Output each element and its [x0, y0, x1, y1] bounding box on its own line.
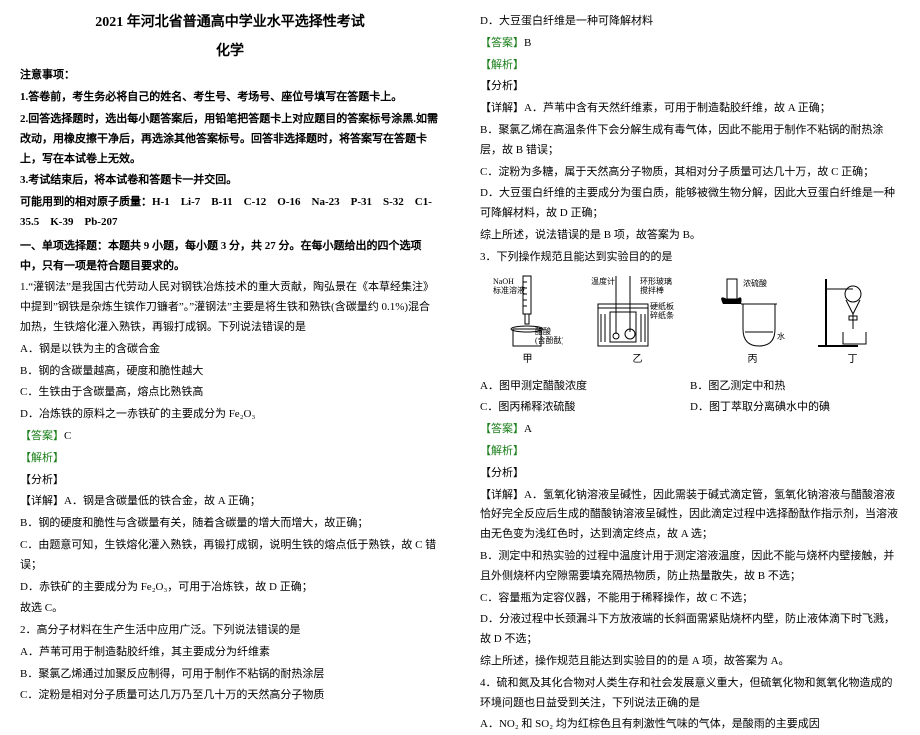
q2-detail: 【详解】A．芦苇中含有天然纤维素，可用于制造黏胶纤维，故 A 正确；	[480, 99, 900, 119]
label-bing: 丙	[748, 351, 758, 369]
q3-stem: 3．下列操作规范且能达到实验目的的是	[480, 248, 900, 268]
q1-dd: D．赤铁矿的主要成分为 Fe₂O₃，可用于冶炼铁，故 D 正确；	[20, 578, 440, 598]
q3-fenxi: 【分析】	[480, 464, 900, 484]
q3-dd: D．分液过程中长颈漏斗下方放液端的长斜面需紧贴烧杯内壁，防止液体滴下时飞溅，故 …	[480, 610, 900, 650]
svg-text:环形玻璃: 环形玻璃	[640, 276, 672, 286]
q2-jiexi: 【解析】	[480, 56, 900, 76]
q3-opt-d: D．图丁萃取分离碘水中的碘	[690, 398, 900, 418]
q3-opt-c: C．图丙稀释浓硫酸	[480, 398, 690, 418]
section-1-header: 一、单项选择题：本题共 9 小题，每小题 3 分，共 27 分。在每小题给出的四…	[20, 237, 440, 277]
q2-opt-b: B．聚氯乙烯通过加聚反应制得，可用于制作不粘锅的耐热涂层	[20, 665, 440, 685]
q1-opt-c: C．生铁由于含碳量高，熔点比熟铁高	[20, 383, 440, 403]
q2-fenxi: 【分析】	[480, 77, 900, 97]
calorimeter-icon: 温度计 环形玻璃 搅拌棒 硬纸板 碎纸条	[588, 274, 688, 349]
q2-stem: 2．高分子材料在生产生活中应用广泛。下列说法错误的是	[20, 621, 440, 641]
q3-end: 综上所述，操作规范且能达到实验目的的是 A 项，故答案为 A。	[480, 652, 900, 672]
svg-text:硬纸板: 硬纸板	[650, 301, 674, 311]
q2-opt-c: C．淀粉是相对分子质量可达几万乃至几十万的天然高分子物质	[20, 686, 440, 706]
right-column: D．大豆蛋白纤维是一种可降解材料 【答案】B 【解析】 【分析】 【详解】A．芦…	[460, 0, 920, 651]
flask-icon: 浓硫酸 水	[713, 274, 793, 349]
funnel-stand-icon	[818, 274, 888, 349]
q1-jiexi: 【解析】	[20, 449, 440, 469]
q1-dc: C．由题意可知，生铁熔化灌入熟铁，再锻打成钢，说明生铁的熔点低于熟铁，故 C 错…	[20, 536, 440, 576]
left-column: 2021 年河北省普通高中学业水平选择性考试 化学 注意事项： 1.答卷前，考生…	[0, 0, 460, 651]
svg-text:碎纸条: 碎纸条	[650, 310, 674, 320]
svg-text:NaOH: NaOH	[493, 277, 514, 286]
q3-opt-b: B．图乙测定中和热	[690, 377, 900, 397]
q3-opt-a: A．图甲测定醋酸浓度	[480, 377, 690, 397]
svg-text:浓硫酸: 浓硫酸	[743, 278, 767, 288]
q1-opt-b: B．钢的含碳量越高，硬度和脆性越大	[20, 362, 440, 382]
svg-text:搅拌棒: 搅拌棒	[640, 285, 664, 295]
q3-options: A．图甲测定醋酸浓度 B．图乙测定中和热 C．图丙稀释浓硫酸 D．图丁萃取分离碘…	[480, 375, 900, 419]
q1-fenxi: 【分析】	[20, 471, 440, 491]
q2-db: B．聚氯乙烯在高温条件下会分解生成有毒气体，因此不能用于制作不粘锅的耐热涂层，故…	[480, 121, 900, 161]
svg-text:水: 水	[777, 331, 785, 341]
atomic-label: 可能用到的相对原子质量：	[20, 196, 152, 208]
page-title: 2021 年河北省普通高中学业水平选择性考试	[20, 10, 440, 35]
subject-title: 化学	[20, 39, 440, 64]
q4-stem: 4．硫和氮及其化合物对人类生存和社会发展意义重大，但硫氧化物和氮氧化物造成的环境…	[480, 674, 900, 714]
q3-diagrams: NaOH 标准溶液 醋酸 (含酚酞) 甲 温度计 环形玻璃 搅拌棒	[480, 274, 900, 369]
diagram-yi: 温度计 环形玻璃 搅拌棒 硬纸板 碎纸条 乙	[588, 274, 688, 369]
label-yi: 乙	[633, 351, 643, 369]
q3-db: B．测定中和热实验的过程中温度计用于测定溶液温度，因此不能与烧杯内壁接触，并且外…	[480, 547, 900, 587]
diagram-bing: 浓硫酸 水 丙	[713, 274, 793, 369]
diagram-ding: 丁	[818, 274, 888, 369]
q3-dc: C．容量瓶为定容仪器，不能用于稀释操作，故 C 不选；	[480, 589, 900, 609]
q1-end: 故选 C。	[20, 599, 440, 619]
q1-db: B．钢的硬度和脆性与含碳量有关，随着含碳量的增大而增大，故正确；	[20, 514, 440, 534]
q1-detail: 【详解】A．钢是含碳量低的铁合金，故 A 正确；	[20, 492, 440, 512]
notice-2: 2.回答选择题时，选出每小题答案后，用铅笔把答题卡上对应题目的答案标号涂黑.如需…	[20, 110, 440, 169]
svg-text:标准溶液: 标准溶液	[493, 285, 525, 295]
q3-jiexi: 【解析】	[480, 442, 900, 462]
svg-text:(含酚酞): (含酚酞)	[535, 335, 563, 345]
q2-dd: D．大豆蛋白纤维的主要成分为蛋白质，能够被微生物分解，因此大豆蛋白纤维是一种可降…	[480, 184, 900, 224]
q1-answer: 【答案】C	[20, 427, 440, 447]
q2-opt-a: A．芦苇可用于制造黏胶纤维，其主要成分为纤维素	[20, 643, 440, 663]
q4-opt-a: A．NO₂ 和 SO₂ 均为红棕色且有刺激性气味的气体，是酸雨的主要成因	[480, 715, 900, 735]
diagram-jia: NaOH 标准溶液 醋酸 (含酚酞) 甲	[493, 274, 563, 369]
notice-label: 注意事项：	[20, 66, 440, 86]
label-jia: 甲	[523, 351, 533, 369]
q1-opt-d: D．冶炼铁的原料之一赤铁矿的主要成分为 Fe₂O₃	[20, 405, 440, 425]
q1-opt-a: A．钢是以铁为主的含碳合金	[20, 340, 440, 360]
notice-1: 1.答卷前，考生务必将自己的姓名、考生号、考场号、座位号填写在答题卡上。	[20, 88, 440, 108]
q3-answer: 【答案】A	[480, 420, 900, 440]
label-ding: 丁	[848, 351, 858, 369]
notice-3: 3.考试结束后，将本试卷和答题卡一并交回。	[20, 171, 440, 191]
q3-detail: 【详解】A．氢氧化钠溶液呈碱性，因此需装于碱式滴定管，氢氧化钠溶液与醋酸溶液恰好…	[480, 486, 900, 545]
atomic-mass: 可能用到的相对原子质量：H-1 Li-7 B-11 C-12 O-16 Na-2…	[20, 193, 440, 233]
burette-icon: NaOH 标准溶液 醋酸 (含酚酞)	[493, 274, 563, 349]
q2-answer: 【答案】B	[480, 34, 900, 54]
svg-text:醋酸: 醋酸	[535, 326, 551, 336]
q1-stem: 1.“灌钢法”是我国古代劳动人民对钢铁冶炼技术的重大贡献，陶弘景在《本草经集注》…	[20, 278, 440, 337]
q2-opt-d: D．大豆蛋白纤维是一种可降解材料	[480, 12, 900, 32]
q2-end: 综上所述，说法错误的是 B 项，故答案为 B。	[480, 226, 900, 246]
q2-dc: C．淀粉为多糖，属于天然高分子物质，其相对分子质量可达几十万，故 C 正确；	[480, 163, 900, 183]
svg-text:温度计: 温度计	[591, 276, 615, 286]
